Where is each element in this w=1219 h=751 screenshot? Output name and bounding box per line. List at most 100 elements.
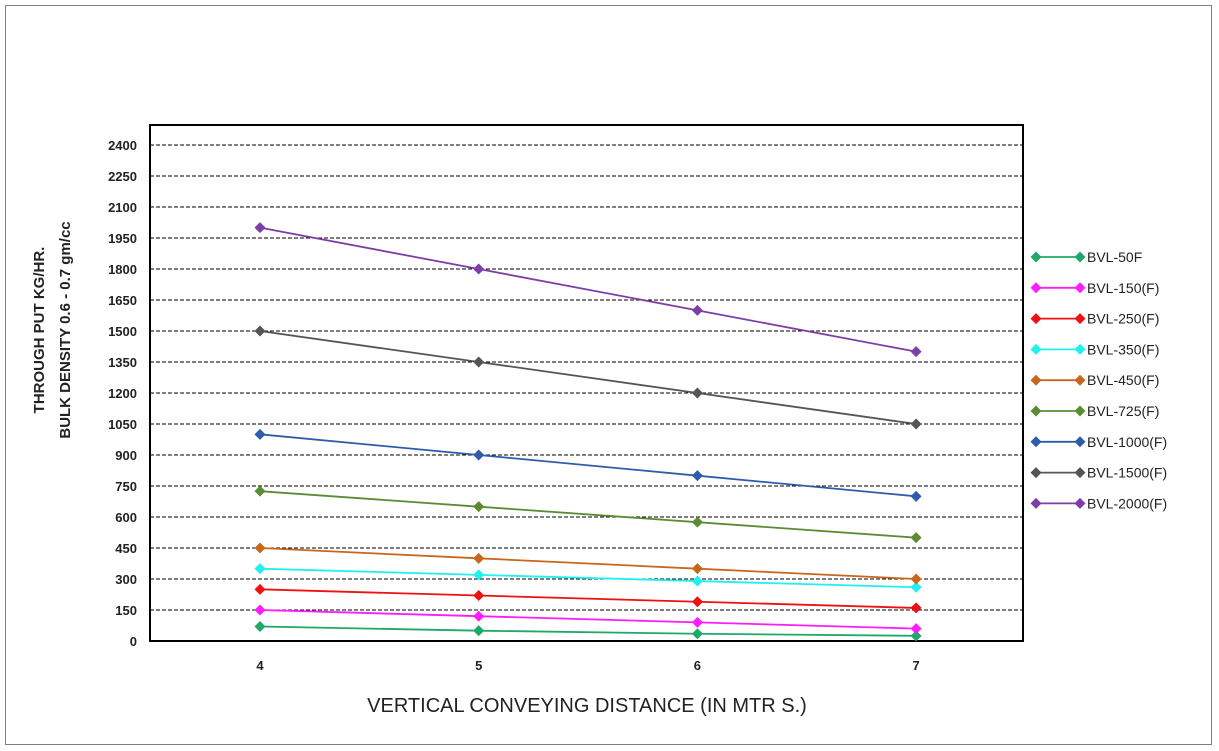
legend-marker xyxy=(1030,374,1042,386)
legend-item: BVL-1000(F) xyxy=(1030,434,1167,450)
series-line xyxy=(259,547,917,580)
x-tick-label: 7 xyxy=(912,658,919,673)
legend-marker xyxy=(1074,282,1086,294)
legend-marker xyxy=(1074,405,1086,417)
y-tick-label: 1950 xyxy=(108,231,137,246)
y-axis-label-line-2: BULK DENSITY 0.6 - 0.7 gm/cc xyxy=(57,221,74,438)
legend-marker xyxy=(1030,497,1042,509)
legend-label: BVL-350(F) xyxy=(1087,341,1159,357)
y-tick-label: 1350 xyxy=(108,355,137,370)
y-tick-label: 1050 xyxy=(108,417,137,432)
legend-marker xyxy=(1074,467,1086,479)
series-bvl-725-f xyxy=(254,485,922,544)
y-tick-label: 2100 xyxy=(108,200,137,215)
data-point xyxy=(473,610,485,622)
data-point xyxy=(691,470,703,482)
series-line xyxy=(259,226,917,353)
y-tick-label: 0 xyxy=(130,634,137,649)
x-axis-label: VERTICAL CONVEYING DISTANCE (IN MTR S.) xyxy=(367,695,807,717)
series-bvl-50f xyxy=(254,621,922,642)
data-point xyxy=(473,625,485,637)
legend-item: BVL-1500(F) xyxy=(1030,465,1167,481)
data-point xyxy=(691,304,703,316)
legend-marker xyxy=(1030,467,1042,479)
legend-label: BVL-2000(F) xyxy=(1087,495,1167,511)
legend-item: BVL-725(F) xyxy=(1030,403,1159,419)
x-axis-ticks: 4 5 6 7 xyxy=(256,658,919,673)
series-line xyxy=(259,625,917,637)
data-point xyxy=(473,263,485,275)
legend-label: BVL-1500(F) xyxy=(1087,465,1167,481)
data-point xyxy=(254,428,266,440)
legend-marker xyxy=(1074,374,1086,386)
series-bvl-150-f xyxy=(254,604,922,635)
y-tick-label: 900 xyxy=(115,448,137,463)
legend-label: BVL-450(F) xyxy=(1087,372,1159,388)
series-line xyxy=(259,490,917,539)
series-bvl-1000-f xyxy=(254,428,922,502)
legend-item: BVL-150(F) xyxy=(1030,280,1159,296)
data-point xyxy=(691,596,703,608)
data-point xyxy=(910,581,922,593)
data-point xyxy=(254,583,266,595)
data-point xyxy=(691,628,703,640)
series-bvl-250-f xyxy=(254,583,922,614)
data-point xyxy=(691,516,703,528)
y-tick-label: 150 xyxy=(115,603,137,618)
data-point xyxy=(254,604,266,616)
series-line xyxy=(259,588,917,609)
data-point xyxy=(691,616,703,628)
data-point xyxy=(910,346,922,358)
data-point xyxy=(254,542,266,554)
y-tick-label: 600 xyxy=(115,510,137,525)
data-point xyxy=(254,563,266,575)
plot-area xyxy=(149,124,1024,642)
series-line xyxy=(259,330,917,425)
data-point xyxy=(910,602,922,614)
grid-lines xyxy=(150,144,1023,611)
y-tick-label: 300 xyxy=(115,572,137,587)
legend-label: BVL-1000(F) xyxy=(1087,434,1167,450)
legend-marker xyxy=(1074,251,1086,263)
data-point xyxy=(691,575,703,587)
legend-marker xyxy=(1030,282,1042,294)
data-point xyxy=(473,356,485,368)
y-tick-label: 450 xyxy=(115,541,137,556)
legend-marker xyxy=(1074,436,1086,448)
series-bvl-1500-f xyxy=(254,325,922,430)
legend-label: BVL-50F xyxy=(1087,249,1142,265)
legend-label: BVL-250(F) xyxy=(1087,311,1159,327)
series-lines xyxy=(254,222,922,642)
legend-item: BVL-450(F) xyxy=(1030,372,1159,388)
legend-marker xyxy=(1030,436,1042,448)
legend-item: BVL-350(F) xyxy=(1030,341,1159,357)
series-bvl-350-f xyxy=(254,563,922,593)
y-tick-label: 2250 xyxy=(108,169,137,184)
y-tick-label: 2400 xyxy=(108,138,137,153)
x-tick-label: 6 xyxy=(694,658,701,673)
chart-frame xyxy=(5,5,1212,745)
data-point xyxy=(473,569,485,581)
y-tick-label: 1500 xyxy=(108,324,137,339)
data-point xyxy=(473,590,485,602)
legend-marker xyxy=(1074,313,1086,325)
legend: BVL-50F BVL-150(F) BVL-250(F) BVL-350(F) BVL… xyxy=(1030,249,1167,511)
y-tick-label: 1800 xyxy=(108,262,137,277)
x-tick-label: 5 xyxy=(475,658,482,673)
y-axis-label-line-1: THROUGH PUT KG/HR. xyxy=(31,247,48,414)
legend-item: BVL-2000(F) xyxy=(1030,495,1167,511)
legend-label: BVL-150(F) xyxy=(1087,280,1159,296)
legend-marker xyxy=(1074,343,1086,355)
data-point xyxy=(254,485,266,497)
data-point xyxy=(910,490,922,502)
data-point xyxy=(254,222,266,234)
data-point xyxy=(910,573,922,585)
series-line xyxy=(259,433,917,498)
legend-marker xyxy=(1074,497,1086,509)
legend-label: BVL-725(F) xyxy=(1087,403,1159,419)
series-bvl-450-f xyxy=(254,542,922,585)
series-line xyxy=(259,609,917,630)
y-axis-ticks: 0 150 300 450 600 750 900 1050 1200 1350 1500 1650 1… xyxy=(108,138,137,649)
data-point xyxy=(254,621,266,633)
